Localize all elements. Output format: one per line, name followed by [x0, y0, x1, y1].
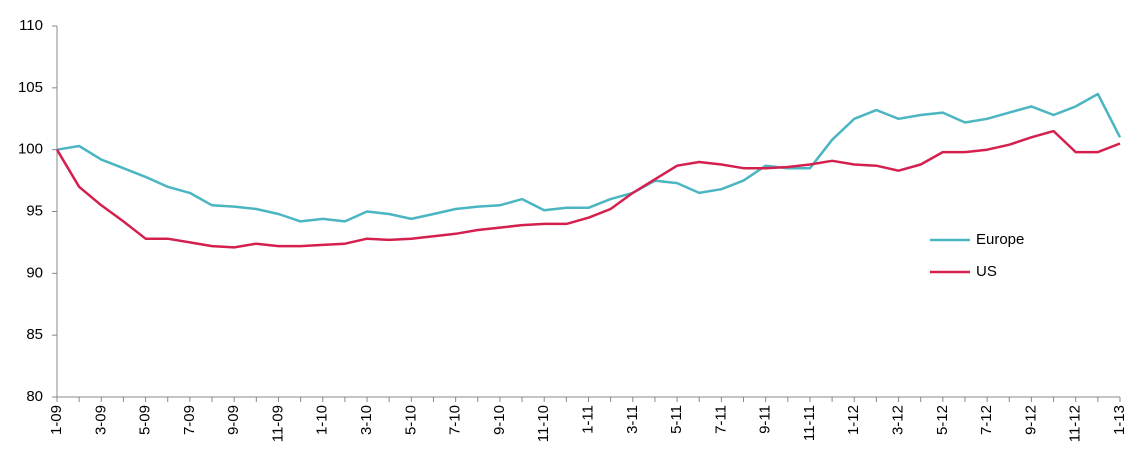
x-tick-label: 7-11	[712, 405, 729, 434]
x-tick-label: 9-11	[757, 405, 774, 434]
x-tick-label: 1-12	[845, 405, 862, 435]
y-tick-label: 95	[26, 202, 43, 219]
x-tick-label: 7-09	[181, 405, 198, 435]
x-tick-label: 9-09	[225, 405, 242, 435]
x-tick-label: 3-10	[358, 405, 375, 435]
x-tick-label: 7-12	[978, 405, 995, 435]
x-tick-label: 5-09	[137, 405, 154, 435]
series-line	[55, 129, 1121, 249]
x-tick-label: 1-09	[48, 405, 65, 435]
x-tick-label: 3-09	[92, 405, 109, 435]
x-tick-label: 5-10	[402, 405, 419, 435]
x-tick-label: 7-10	[447, 405, 464, 435]
x-tick-label: 11-11	[801, 405, 818, 441]
x-tick-label: 11-09	[269, 405, 286, 442]
x-tick-label: 3-11	[624, 405, 641, 434]
x-tick-label: 3-12	[890, 405, 907, 435]
y-tick-label: 80	[26, 388, 43, 405]
legend-label: US	[976, 263, 997, 280]
series-line	[56, 92, 1122, 223]
y-tick-label: 100	[18, 141, 43, 158]
legend-label: Europe	[976, 231, 1024, 248]
x-tick-label: 5-11	[668, 405, 685, 434]
y-tick-label: 110	[19, 17, 43, 34]
y-tick-label: 105	[18, 79, 43, 96]
x-tick-label: 9-12	[1022, 405, 1039, 435]
x-tick-label: 9-10	[491, 405, 508, 435]
x-tick-label: 11-12	[1067, 405, 1084, 442]
x-tick-label: 5-12	[934, 405, 951, 435]
x-tick-label: 1-13	[1111, 405, 1128, 435]
x-tick-label: 11-10	[535, 405, 552, 442]
y-tick-label: 90	[26, 264, 43, 281]
x-tick-label: 1-11	[579, 405, 596, 434]
y-tick-label: 85	[26, 326, 43, 343]
x-tick-label: 1-10	[314, 405, 331, 435]
